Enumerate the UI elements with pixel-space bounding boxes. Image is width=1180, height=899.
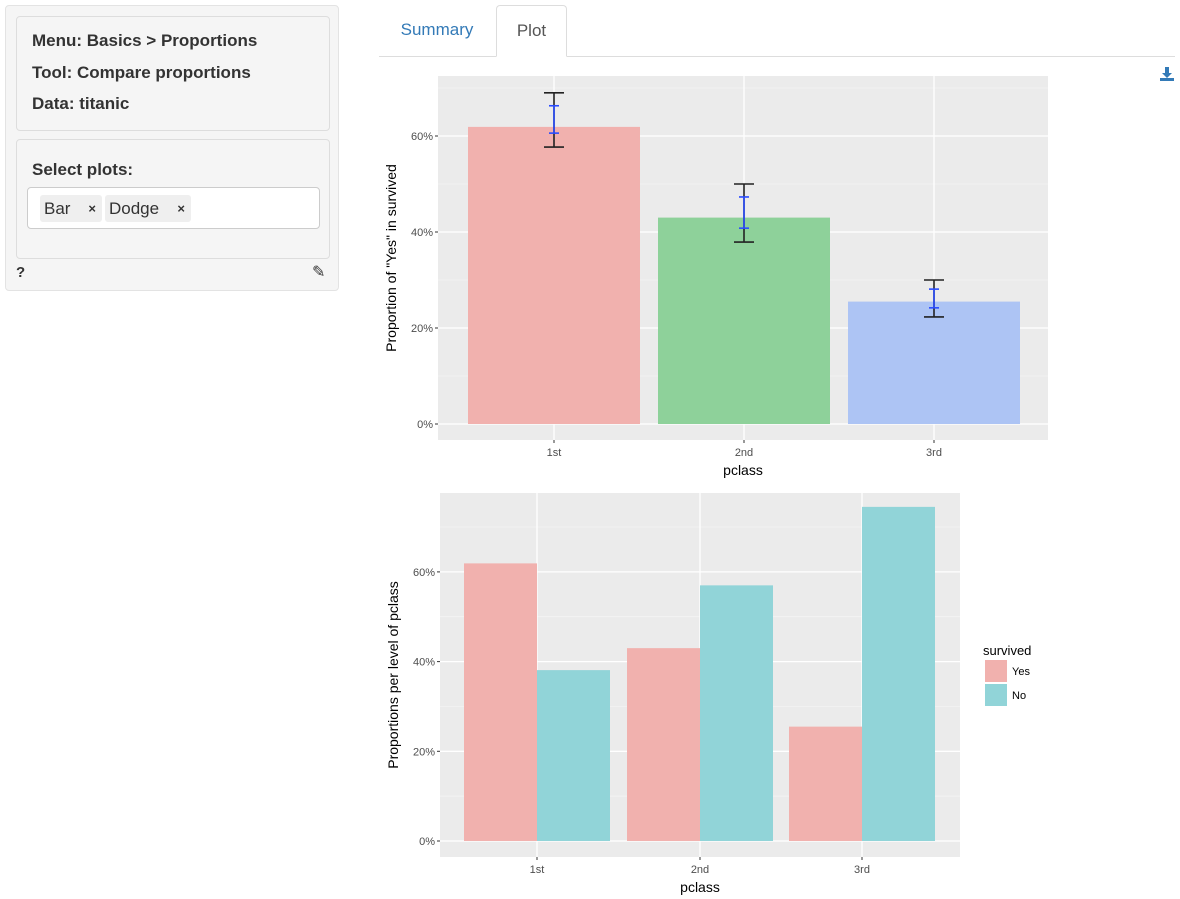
legend-label: No: [1012, 690, 1026, 702]
select-plots-input[interactable]: Bar × Dodge ×: [27, 187, 320, 229]
tab-plot[interactable]: Plot: [496, 5, 567, 57]
pencil-square-icon[interactable]: ✎: [312, 264, 326, 281]
tab-summary[interactable]: Summary: [400, 20, 474, 39]
y-tick-label: 20%: [413, 746, 435, 758]
bar: [848, 301, 1020, 424]
chip-label: Dodge: [109, 199, 160, 218]
menu-path: Menu: Basics > Proportions: [32, 31, 258, 50]
proportion-bar-chart: 0% 20% 40% 60% 1st 2nd 3rd pclass Proportion of …: [383, 76, 1048, 478]
y-tick-label: 0%: [417, 419, 433, 431]
dodge-bar-chart: 0% 20% 40% 60% 1st 2nd 3rd pclass Proportions pe…: [385, 493, 1031, 895]
x-tick-label: 2nd: [691, 864, 709, 876]
y-tick-label: 60%: [413, 567, 435, 579]
chip-label: Bar: [44, 199, 71, 218]
info-well: Menu: Basics > Proportions Tool: Compare…: [16, 16, 330, 131]
legend-title: survived: [983, 643, 1031, 658]
legend-swatch: [985, 660, 1007, 682]
bar-no: [862, 506, 935, 841]
remove-chip-icon[interactable]: ×: [177, 201, 185, 216]
y-tick-label: 40%: [413, 657, 435, 669]
chip-bar[interactable]: Bar ×: [40, 195, 102, 222]
legend-label: Yes: [1012, 666, 1030, 678]
bar: [468, 126, 640, 424]
y-tick-label: 20%: [411, 323, 433, 335]
y-axis-title: Proportion of "Yes" in survived: [383, 164, 399, 352]
tool-name: Tool: Compare proportions: [32, 63, 251, 82]
x-axis-title: pclass: [723, 462, 763, 478]
bar: [658, 217, 830, 424]
y-tick-label: 40%: [411, 227, 433, 239]
help-icon[interactable]: ?: [16, 264, 26, 281]
x-tick-label: 1st: [530, 864, 545, 876]
bar-yes: [789, 726, 862, 841]
y-tick-label: 60%: [411, 131, 433, 143]
y-axis-title: Proportions per level of pclass: [385, 581, 401, 769]
legend-swatch: [985, 684, 1007, 706]
download-icon[interactable]: [1159, 66, 1175, 87]
remove-chip-icon[interactable]: ×: [88, 201, 96, 216]
x-tick-label: 1st: [547, 447, 562, 459]
dataset-name: Data: titanic: [32, 94, 130, 113]
x-tick-label: 3rd: [854, 864, 870, 876]
bar-yes: [464, 563, 537, 841]
x-axis-title: pclass: [680, 879, 720, 895]
chip-dodge[interactable]: Dodge ×: [105, 195, 191, 222]
sidebar-panel: Menu: Basics > Proportions Tool: Compare…: [5, 5, 339, 291]
bar-no: [700, 585, 773, 841]
tab-bar: Summary Plot: [379, 0, 1175, 57]
y-tick-label: 0%: [419, 836, 435, 848]
x-tick-label: 3rd: [926, 447, 942, 459]
select-plots-label: Select plots:: [32, 160, 134, 179]
plot-select-well: Select plots: Bar × Dodge ×: [16, 139, 330, 259]
bar-no: [537, 670, 610, 841]
bar-yes: [627, 648, 700, 841]
x-tick-label: 2nd: [735, 447, 753, 459]
